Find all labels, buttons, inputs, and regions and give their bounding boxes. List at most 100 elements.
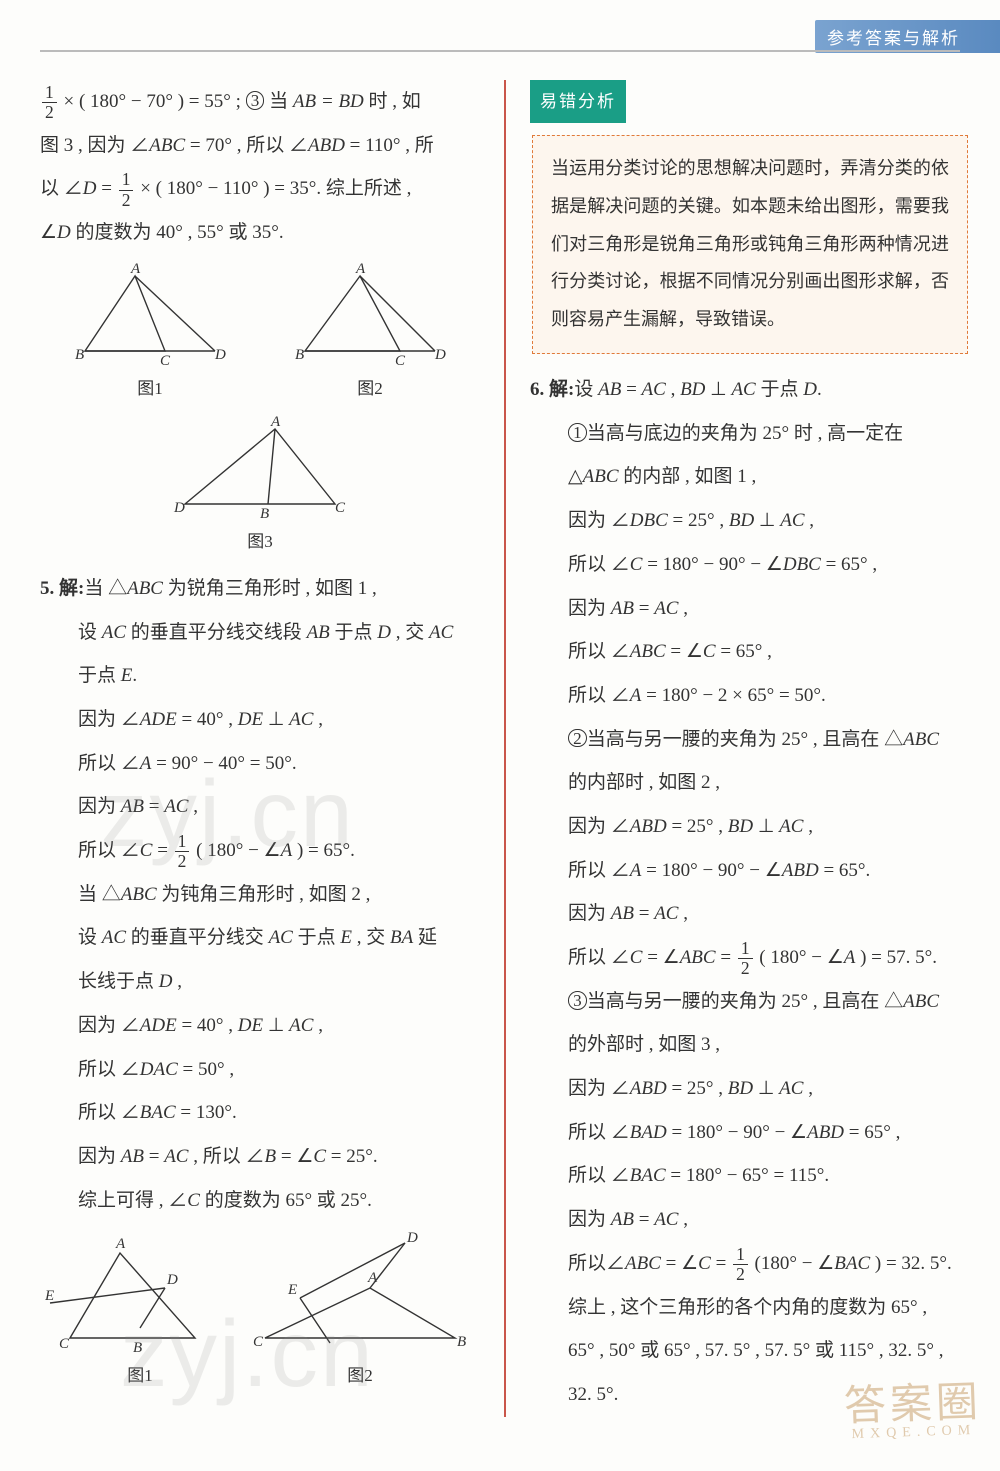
text: ( 180° − ∠	[755, 947, 844, 968]
svg-text:C: C	[395, 353, 406, 369]
q-label: 5. 解:	[40, 578, 84, 599]
math: BD	[680, 379, 705, 400]
text: = 110° , 所	[345, 135, 434, 156]
fraction-icon: 12	[738, 939, 753, 978]
circled-number-icon: 3	[568, 991, 587, 1010]
svg-text:C: C	[59, 1336, 70, 1352]
text: (180° − ∠	[750, 1253, 834, 1274]
text: = 180° − 90° − ∠	[641, 860, 781, 881]
text: 因为 ∠	[568, 816, 630, 837]
error-analysis-callout: 当运用分类讨论的思想解决问题时，弄清分类的依据是解决问题的关键。如本题未给出图形…	[532, 135, 968, 354]
text: 的度数为 40° , 55° 或 35°.	[71, 222, 284, 243]
text: 因为 ∠	[568, 1078, 630, 1099]
line: 所以 ∠A = 180° − 2 × 65° = 50°.	[530, 674, 970, 718]
q5-figure-row: A E D C B 图1	[40, 1228, 480, 1395]
math: AC	[780, 510, 804, 531]
math: ABD	[630, 816, 667, 837]
figure-label: 图1	[45, 1356, 235, 1395]
q5-figure-1: A E D C B 图1	[45, 1228, 235, 1395]
text: 的垂直平分线交	[126, 927, 269, 948]
text: 于点	[756, 379, 804, 400]
math: AB	[307, 622, 330, 643]
math: ABC	[625, 1253, 661, 1274]
stamp-small: MXQE.COM	[845, 1423, 983, 1444]
math: DAC	[140, 1059, 178, 1080]
line: 因为 AB = AC , 所以 ∠B = ∠C = 25°.	[40, 1135, 480, 1179]
line: 图 3 , 因为 ∠ABC = 70° , 所以 ∠ABD = 110° , 所	[40, 124, 480, 168]
text: 延	[413, 927, 437, 948]
text: = 65° ,	[716, 641, 772, 662]
circled-number-icon: 2	[568, 729, 587, 748]
line: 于点 E.	[40, 654, 480, 698]
text: 的外部时 , 如图 3 ,	[568, 1034, 720, 1055]
text: =	[621, 379, 641, 400]
text: = 25° ,	[667, 816, 728, 837]
text: 设	[574, 379, 598, 400]
svg-text:B: B	[260, 506, 269, 522]
line: 65° , 50° 或 65° , 57. 5° , 57. 5° 或 115°…	[530, 1329, 970, 1373]
text: ) = 32. 5°.	[870, 1253, 952, 1274]
svg-text:B: B	[457, 1334, 466, 1350]
text: 所以 ∠	[568, 1165, 630, 1186]
text: 当 △	[84, 578, 127, 599]
math: C	[630, 554, 643, 575]
text: 综上可得 , ∠	[78, 1190, 187, 1211]
text: 的度数为 65° 或 25°.	[200, 1190, 372, 1211]
math: AB	[611, 1209, 634, 1230]
text: 因为 ∠	[78, 1015, 140, 1036]
line: 3当高与另一腰的夹角为 25° , 且高在 △ABC	[530, 980, 970, 1024]
math: AB	[121, 796, 144, 817]
text: ⊥	[753, 1078, 779, 1099]
text: = 180° − 65° = 115°.	[666, 1165, 830, 1186]
text: , 所以 ∠	[188, 1146, 264, 1167]
line: △ABC 的内部 , 如图 1 ,	[530, 455, 970, 499]
line: 所以 ∠ABC = ∠C = 65° ,	[530, 630, 970, 674]
math: D	[159, 971, 173, 992]
text: ,	[188, 796, 198, 817]
text: 于点	[330, 622, 378, 643]
math: D	[803, 379, 817, 400]
math: AC	[779, 1078, 803, 1099]
math: E	[121, 665, 133, 686]
line: 所以 ∠DAC = 50° ,	[40, 1048, 480, 1092]
text: =	[144, 796, 164, 817]
text: = ∠	[661, 1253, 698, 1274]
text: 的内部 , 如图 1 ,	[619, 466, 757, 487]
math: ABD	[308, 135, 345, 156]
svg-text:A: A	[355, 261, 366, 277]
text: ∠	[40, 222, 57, 243]
line: 的外部时 , 如图 3 ,	[530, 1023, 970, 1067]
math: D	[83, 178, 97, 199]
q5-head: 5. 解:当 △ABC 为锐角三角形时 , 如图 1 ,	[40, 567, 480, 611]
text: = 25° ,	[667, 1078, 728, 1099]
text: 所以 ∠	[568, 641, 630, 662]
text: = 50° ,	[178, 1059, 234, 1080]
math: ABC	[583, 466, 619, 487]
text: ⊥	[705, 379, 731, 400]
figure-label: 图1	[65, 369, 235, 408]
math: A	[630, 860, 642, 881]
text: = ∠	[642, 947, 679, 968]
text: 所以 ∠	[78, 1102, 140, 1123]
math: DE	[238, 1015, 263, 1036]
math: ABC	[903, 991, 939, 1012]
math: BAC	[140, 1102, 176, 1123]
circled-number-icon: 3	[246, 91, 265, 110]
text: 因为	[568, 903, 611, 924]
math: ABD	[807, 1122, 844, 1143]
svg-text:B: B	[295, 347, 304, 363]
math: BD	[728, 816, 753, 837]
math: A	[844, 947, 856, 968]
math: C	[630, 947, 643, 968]
text: 为钝角三角形时 , 如图 2 ,	[157, 884, 371, 905]
text: 当高与另一腰的夹角为 25° , 且高在 △	[587, 729, 903, 750]
math: B	[265, 1146, 277, 1167]
text: 长线于点	[78, 971, 159, 992]
page-header: 参考答案与解析	[815, 20, 1000, 53]
math: D	[377, 622, 391, 643]
figure-label: 图2	[245, 1356, 475, 1395]
text: = ∠	[276, 1146, 313, 1167]
line: 因为 ∠ABD = 25° , BD ⊥ AC ,	[530, 805, 970, 849]
math: C	[140, 840, 153, 861]
math: AC	[164, 1146, 188, 1167]
